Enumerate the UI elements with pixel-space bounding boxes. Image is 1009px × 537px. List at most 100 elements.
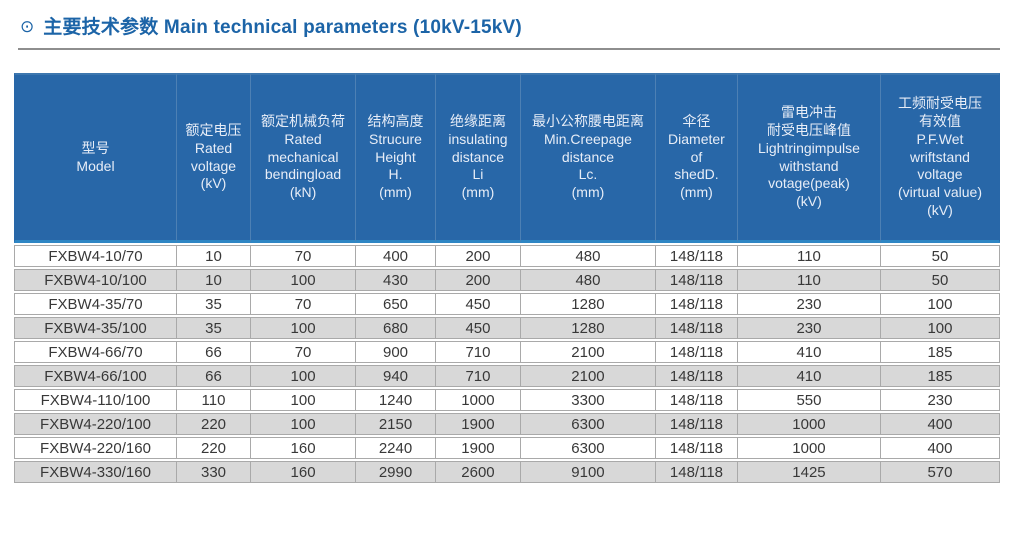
column-header-insulating-dist: 绝缘距离 insulating distance Li (mm) [434, 73, 520, 243]
cell-shed-diameter: 148/118 [654, 413, 737, 435]
table-row: FXBW4-330/160 330 160 2990 2600 9100 148/118 14… [14, 461, 1000, 483]
table-row: FXBW4-10/70 10 70 400 200 480 148/118 110 50 [14, 245, 1000, 267]
cell-shed-diameter: 148/118 [654, 293, 737, 315]
cell-lightning-impulse: 1000 [736, 413, 880, 435]
section-title: ⊙ 主要技术参数 Main technical parameters (10kV… [0, 0, 1009, 39]
cell-rated-mech-load: 100 [250, 317, 356, 339]
cell-pf-wet-withstand: 570 [879, 461, 1000, 483]
cell-model: FXBW4-10/100 [14, 269, 176, 291]
cell-pf-wet-withstand: 50 [879, 269, 1000, 291]
cell-lightning-impulse: 550 [736, 389, 880, 411]
cell-shed-diameter: 148/118 [654, 317, 737, 339]
cell-model: FXBW4-110/100 [14, 389, 176, 411]
cell-rated-mech-load: 100 [250, 365, 356, 387]
cell-lightning-impulse: 1000 [736, 437, 880, 459]
cell-model: FXBW4-330/160 [14, 461, 176, 483]
cell-structure-height: 2150 [355, 413, 435, 435]
table-row: FXBW4-35/70 35 70 650 450 1280 148/118 230 100 [14, 293, 1000, 315]
cell-insulating-dist: 710 [434, 341, 520, 363]
cell-insulating-dist: 710 [434, 365, 520, 387]
cell-pf-wet-withstand: 185 [879, 341, 1000, 363]
cell-lightning-impulse: 1425 [736, 461, 880, 483]
cell-shed-diameter: 148/118 [654, 269, 737, 291]
table-row: FXBW4-35/100 35 100 680 450 1280 148/118 230 100 [14, 317, 1000, 339]
cell-model: FXBW4-66/70 [14, 341, 176, 363]
cell-rated-mech-load: 70 [250, 293, 356, 315]
cell-insulating-dist: 1900 [434, 437, 520, 459]
cell-rated-voltage: 35 [175, 293, 251, 315]
cell-creepage-dist: 480 [519, 269, 655, 291]
cell-insulating-dist: 2600 [434, 461, 520, 483]
cell-rated-voltage: 220 [175, 437, 251, 459]
table-row: FXBW4-110/100 110 100 1240 1000 3300 148/118 55… [14, 389, 1000, 411]
cell-rated-mech-load: 70 [250, 341, 356, 363]
cell-rated-mech-load: 100 [250, 389, 356, 411]
column-header-rated-voltage: 额定电压 Rated voltage (kV) [175, 73, 251, 243]
table-header-row: 型号 Model 额定电压 Rated voltage (kV) 额定机械负荷 Ra… [14, 73, 1000, 243]
cell-pf-wet-withstand: 100 [879, 317, 1000, 339]
cell-structure-height: 650 [355, 293, 435, 315]
cell-creepage-dist: 6300 [519, 437, 655, 459]
cell-lightning-impulse: 230 [736, 317, 880, 339]
cell-rated-voltage: 66 [175, 365, 251, 387]
cell-lightning-impulse: 110 [736, 269, 880, 291]
cell-creepage-dist: 2100 [519, 341, 655, 363]
cell-rated-voltage: 10 [175, 245, 251, 267]
page-title: 主要技术参数 Main technical parameters (10kV-1… [43, 17, 522, 38]
column-header-shed-diameter: 伞径 Diameter of shedD. (mm) [654, 73, 737, 243]
cell-shed-diameter: 148/118 [654, 437, 737, 459]
cell-model: FXBW4-10/70 [14, 245, 176, 267]
cell-insulating-dist: 1900 [434, 413, 520, 435]
cell-rated-mech-load: 160 [250, 461, 356, 483]
title-divider [18, 48, 1000, 50]
cell-lightning-impulse: 410 [736, 341, 880, 363]
cell-rated-mech-load: 70 [250, 245, 356, 267]
cell-creepage-dist: 1280 [519, 293, 655, 315]
column-header-pf-wet-withstand: 工频耐受电压 有效值 P.F.Wet wriftstand voltage (v… [879, 73, 1000, 243]
cell-model: FXBW4-220/160 [14, 437, 176, 459]
column-header-rated-mech-load: 额定机械负荷 Rated mechanical bendingload (kN) [250, 73, 356, 243]
cell-creepage-dist: 480 [519, 245, 655, 267]
cell-model: FXBW4-66/100 [14, 365, 176, 387]
bullet-circle-icon: ⊙ [20, 17, 35, 36]
cell-pf-wet-withstand: 230 [879, 389, 1000, 411]
cell-creepage-dist: 2100 [519, 365, 655, 387]
cell-structure-height: 400 [355, 245, 435, 267]
cell-pf-wet-withstand: 185 [879, 365, 1000, 387]
cell-model: FXBW4-35/70 [14, 293, 176, 315]
column-header-lightning-impulse: 雷电冲击 耐受电压峰值 Lightringimpulse withstand v… [736, 73, 880, 243]
cell-structure-height: 2990 [355, 461, 435, 483]
parameters-table: 型号 Model 额定电压 Rated voltage (kV) 额定机械负荷 Ra… [14, 71, 1000, 485]
cell-shed-diameter: 148/118 [654, 341, 737, 363]
cell-structure-height: 940 [355, 365, 435, 387]
table-row: FXBW4-220/160 220 160 2240 1900 6300 148/118 10… [14, 437, 1000, 459]
cell-structure-height: 900 [355, 341, 435, 363]
cell-rated-mech-load: 100 [250, 269, 356, 291]
cell-rated-voltage: 10 [175, 269, 251, 291]
cell-rated-mech-load: 160 [250, 437, 356, 459]
cell-rated-voltage: 110 [175, 389, 251, 411]
cell-insulating-dist: 200 [434, 269, 520, 291]
cell-structure-height: 680 [355, 317, 435, 339]
cell-structure-height: 430 [355, 269, 435, 291]
cell-insulating-dist: 450 [434, 317, 520, 339]
column-header-structure-height: 结构高度 Strucure Height H. (mm) [355, 73, 435, 243]
cell-insulating-dist: 1000 [434, 389, 520, 411]
cell-shed-diameter: 148/118 [654, 245, 737, 267]
cell-rated-voltage: 330 [175, 461, 251, 483]
cell-lightning-impulse: 230 [736, 293, 880, 315]
cell-creepage-dist: 3300 [519, 389, 655, 411]
cell-lightning-impulse: 410 [736, 365, 880, 387]
table-row: FXBW4-220/100 220 100 2150 1900 6300 148/118 10… [14, 413, 1000, 435]
cell-rated-voltage: 66 [175, 341, 251, 363]
cell-insulating-dist: 450 [434, 293, 520, 315]
cell-model: FXBW4-220/100 [14, 413, 176, 435]
cell-rated-mech-load: 100 [250, 413, 356, 435]
cell-shed-diameter: 148/118 [654, 389, 737, 411]
cell-creepage-dist: 1280 [519, 317, 655, 339]
cell-pf-wet-withstand: 400 [879, 413, 1000, 435]
cell-pf-wet-withstand: 100 [879, 293, 1000, 315]
cell-creepage-dist: 6300 [519, 413, 655, 435]
cell-structure-height: 2240 [355, 437, 435, 459]
cell-shed-diameter: 148/118 [654, 365, 737, 387]
